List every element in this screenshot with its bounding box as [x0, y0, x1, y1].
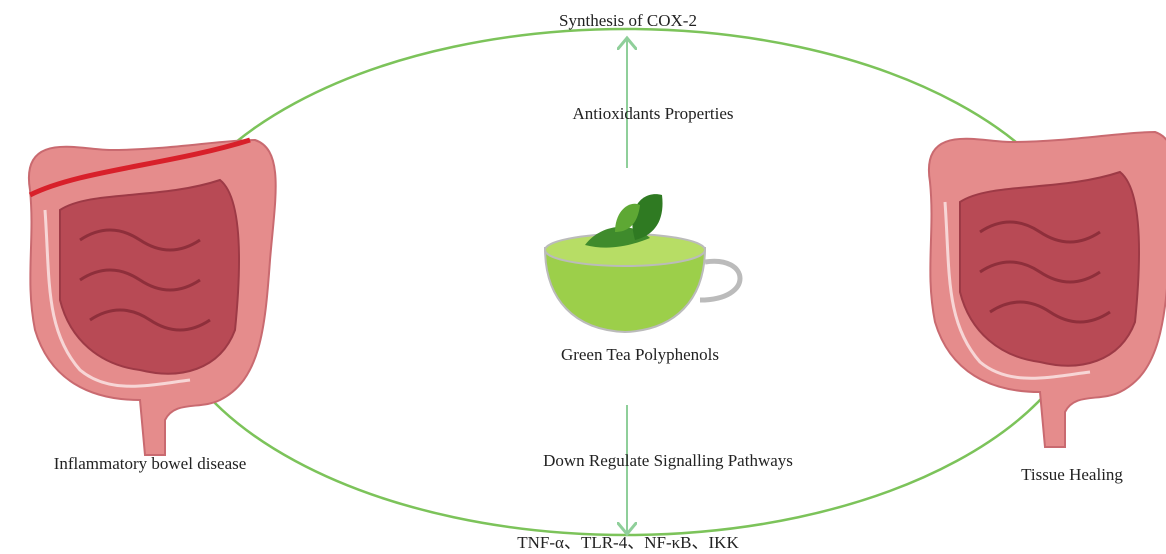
node-label: Synthesis of COX-2 [559, 11, 697, 30]
tea-cup [545, 194, 740, 332]
node-label: Tissue Healing [1021, 465, 1123, 484]
node-label: Inflammatory bowel disease [54, 454, 247, 473]
node-label: TNF-α、TLR-4、NF-κB、IKK [517, 533, 739, 552]
healing-intestine [929, 132, 1166, 447]
ibd-intestine [29, 140, 276, 455]
node-label: Down Regulate Signalling Pathways [543, 451, 793, 470]
diagram: Synthesis of COX-2 Antioxidants Properti… [0, 0, 1166, 554]
node-label: Antioxidants Properties [572, 104, 733, 123]
node-label: Green Tea Polyphenols [561, 345, 719, 364]
